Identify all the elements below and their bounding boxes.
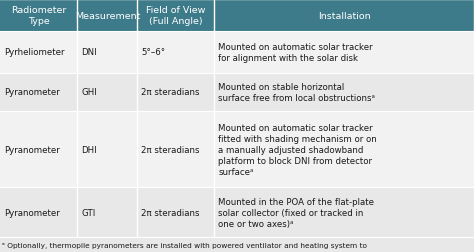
Text: ᵃ Optionally, thermopile pyranometers are installed with powered ventilator and : ᵃ Optionally, thermopile pyranometers ar… [2, 242, 367, 248]
Bar [0, 112, 77, 187]
Bar [0, 73, 77, 112]
Bar [0, 32, 77, 73]
Bar [214, 0, 474, 32]
Bar [0, 237, 474, 252]
Text: GHI: GHI [81, 88, 97, 97]
Text: 5°–6°: 5°–6° [141, 48, 165, 57]
Bar [137, 32, 214, 73]
Bar [137, 0, 214, 32]
Bar [0, 0, 77, 32]
Text: Radiometer
Type: Radiometer Type [11, 6, 66, 26]
Text: Pyranometer: Pyranometer [4, 88, 60, 97]
Bar [77, 73, 137, 112]
Bar [214, 73, 474, 112]
Text: Field of View
(Full Angle): Field of View (Full Angle) [146, 6, 206, 26]
Bar [77, 32, 137, 73]
Text: Mounted on automatic solar tracker
fitted with shading mechanism or on
a manuall: Mounted on automatic solar tracker fitte… [218, 123, 377, 176]
Bar [214, 112, 474, 187]
Text: Mounted on automatic solar tracker
for alignment with the solar disk: Mounted on automatic solar tracker for a… [218, 43, 373, 63]
Bar [137, 187, 214, 237]
Text: Pyranometer: Pyranometer [4, 145, 60, 154]
Text: 2π steradians: 2π steradians [141, 208, 200, 217]
Text: 2π steradians: 2π steradians [141, 88, 200, 97]
Text: Mounted in the POA of the flat-plate
solar collector (fixed or tracked in
one or: Mounted in the POA of the flat-plate sol… [218, 197, 374, 228]
Text: Installation: Installation [318, 12, 371, 20]
Bar [137, 112, 214, 187]
Bar [77, 187, 137, 237]
Text: Mounted on stable horizontal
surface free from local obstructionsᵃ: Mounted on stable horizontal surface fre… [218, 83, 375, 103]
Bar [137, 73, 214, 112]
Text: DNI: DNI [81, 48, 97, 57]
Text: Measurement: Measurement [75, 12, 140, 20]
Bar [214, 187, 474, 237]
Text: GTI: GTI [81, 208, 95, 217]
Bar [77, 112, 137, 187]
Bar [77, 0, 137, 32]
Text: Pyranometer: Pyranometer [4, 208, 60, 217]
Bar [0, 187, 77, 237]
Text: 2π steradians: 2π steradians [141, 145, 200, 154]
Text: Pyrheliometer: Pyrheliometer [4, 48, 64, 57]
Text: DHI: DHI [81, 145, 97, 154]
Bar [214, 32, 474, 73]
